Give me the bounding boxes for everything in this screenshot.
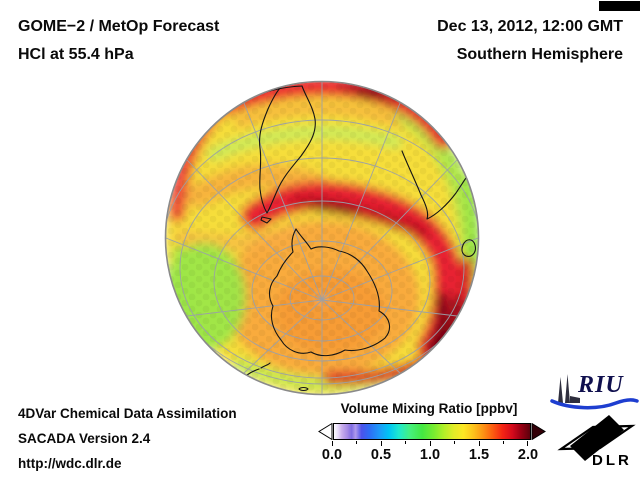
tick-label-0: 0.0 [321, 447, 343, 463]
colorbar [318, 423, 546, 440]
tick-label-1: 0.5 [370, 447, 392, 463]
top-right-black-bar [599, 1, 640, 11]
tick-label-4: 2.0 [517, 447, 539, 463]
coast-madagascar [461, 239, 476, 257]
coast-africa [401, 150, 478, 220]
footer-info: 4DVar Chemical Data Assimilation SACADA … [18, 401, 237, 476]
coast-antarctica [268, 228, 391, 357]
colorbar-right-arrow-icon [531, 423, 546, 440]
coast-tierra-del-fuego [260, 216, 272, 224]
url-label: http://wdc.dlr.de [18, 456, 122, 471]
product-title: GOME−2 / MetOp Forecast [18, 18, 220, 35]
header-left: GOME−2 / MetOp Forecast HCl at 55.4 hPa [18, 13, 219, 69]
tick-label-2: 1.0 [419, 447, 441, 463]
coast-island [298, 386, 309, 392]
coast-south-america [259, 85, 316, 214]
colorbar-left-arrow-icon [318, 423, 333, 440]
colorbar-title: Volume Mixing Ratio [ppbv] [340, 401, 518, 416]
datetime-label: Dec 13, 2012, 12:00 GMT [437, 18, 623, 35]
dlr-logo-text: DLR [592, 452, 632, 469]
coast-new-zealand-north [260, 362, 271, 369]
colorbar-labels: 0.0 0.5 1.0 1.5 2.0 [0, 447, 640, 467]
species-level-subtitle: HCl at 55.4 hPa [18, 46, 134, 63]
version-label: SACADA Version 2.4 [18, 431, 151, 446]
dlr-logo: DLR [556, 412, 640, 474]
region-label: Southern Hemisphere [456, 46, 623, 63]
tick-label-3: 1.5 [468, 447, 490, 463]
dlr-emblem-icon [557, 415, 636, 461]
assimilation-label: 4DVar Chemical Data Assimilation [18, 406, 237, 421]
riu-logo-text: RIU [578, 372, 624, 398]
header-right: Dec 13, 2012, 12:00 GMT Southern Hemisph… [437, 13, 623, 69]
coast-new-zealand-south [246, 368, 260, 376]
colorbar-ticks [332, 441, 528, 447]
riu-logo: RIU [548, 370, 640, 412]
cologne-cathedral-icon [550, 374, 639, 410]
graticule [166, 82, 478, 394]
colorbar-gradient [333, 423, 531, 440]
rhine-wave-icon [550, 398, 639, 410]
globe-outline [164, 80, 480, 396]
